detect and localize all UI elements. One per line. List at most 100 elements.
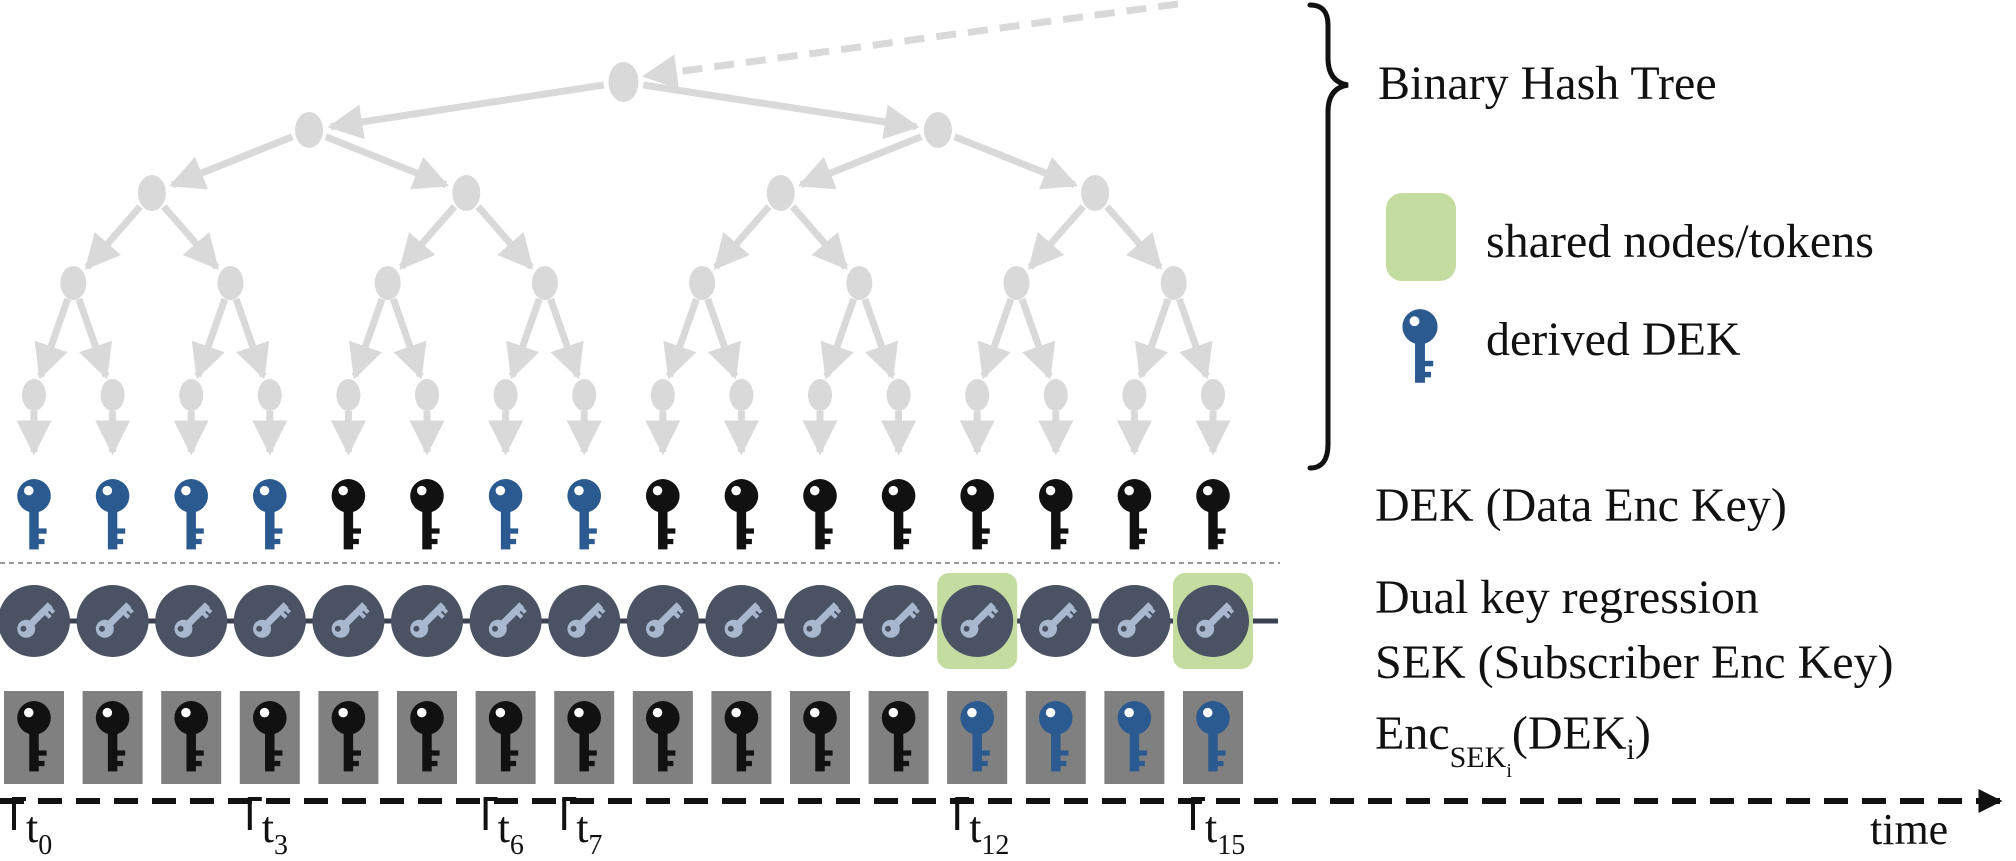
key-hole <box>495 485 506 496</box>
sek-key-icon <box>646 602 685 638</box>
sek-key-hole <box>256 625 263 632</box>
enc-suffix-sub: i <box>1626 733 1635 766</box>
sek-key-tooth <box>756 607 763 614</box>
key-hole <box>652 485 663 496</box>
key-bow <box>960 701 994 735</box>
key-tooth <box>116 760 124 767</box>
key-hole <box>417 707 427 718</box>
tree-node <box>1043 379 1068 411</box>
key-hole <box>102 707 113 718</box>
sek-key-shaft <box>1051 602 1075 626</box>
sek-key-tooth <box>437 611 445 619</box>
dek-row-label: DEK (Data Enc Key) <box>1375 479 1787 532</box>
dual-key-regression-row <box>0 573 1278 669</box>
tree-edge <box>348 297 386 380</box>
key-bow <box>567 479 601 513</box>
binary-hash-tree-label: Binary Hash Tree <box>1378 57 1717 110</box>
key-hole <box>259 707 270 718</box>
key-tooth <box>1138 760 1145 767</box>
dek-key-icon <box>95 479 130 550</box>
tree-edge <box>169 133 294 190</box>
time-tick-sub: 7 <box>588 830 603 861</box>
tree-edge <box>84 204 143 270</box>
sek-key-tooth <box>673 611 681 619</box>
key-shaft <box>658 509 668 550</box>
key-hole <box>574 707 584 718</box>
sek-key-icon <box>567 602 606 638</box>
key-hole <box>652 707 663 718</box>
enc-sub: SEKi <box>1449 741 1512 782</box>
key-hole <box>24 707 34 718</box>
key-shaft <box>265 509 275 550</box>
sek-key-icon <box>803 602 842 638</box>
key-shaft <box>29 731 39 772</box>
key-bow <box>646 701 680 735</box>
enc-box <box>790 691 850 784</box>
sek-key-shaft <box>1208 602 1232 626</box>
key-shaft <box>343 731 354 772</box>
tree-node <box>22 379 46 411</box>
sek-key-icon <box>881 602 920 638</box>
sek-key-icon <box>253 602 292 638</box>
tree-node <box>1201 379 1225 411</box>
key-tooth <box>274 750 283 756</box>
time-tick-label: t12 <box>969 806 1009 860</box>
tree-edge <box>861 297 899 380</box>
key-shaft <box>736 509 747 550</box>
key-hole <box>1045 707 1056 718</box>
sek-key-icon <box>960 602 999 638</box>
sek-key-tooth <box>909 611 917 619</box>
legend-key-icon <box>1402 309 1438 383</box>
sek-key-tooth <box>48 607 56 614</box>
tree-node <box>729 379 754 411</box>
sek-row-label: SEK (Subscriber Enc Key) <box>1375 636 1894 689</box>
enc-sub-text: SEK <box>1449 741 1507 774</box>
key-tooth <box>745 750 754 756</box>
dek-key-icon <box>881 479 916 550</box>
sek-key-hole <box>649 625 656 632</box>
enc-box <box>868 691 929 784</box>
sek-node <box>626 585 699 657</box>
key-tooth <box>667 538 674 545</box>
sek-key-shaft <box>815 602 839 626</box>
enc-key-icon <box>881 701 916 772</box>
tree-node <box>1160 266 1187 300</box>
key-tooth <box>195 760 202 767</box>
key-hole <box>967 707 977 718</box>
tree-node <box>452 175 481 211</box>
dek-key-icon <box>1039 479 1073 550</box>
derived-dek-legend-key-icon <box>1402 309 1438 383</box>
sek-key-tooth <box>359 611 367 619</box>
tree-edge <box>1104 204 1163 270</box>
key-tooth <box>509 538 517 545</box>
enc-key-icon <box>960 701 994 772</box>
sek-key-icon <box>488 602 527 638</box>
key-tooth <box>824 760 831 767</box>
key-shaft <box>815 731 825 772</box>
enc-key-icon <box>95 701 130 772</box>
key-tooth <box>1060 760 1067 767</box>
key-hole <box>259 485 270 496</box>
key-tooth <box>1424 360 1434 367</box>
tree-edge <box>398 204 458 270</box>
sek-node <box>1098 585 1171 657</box>
key-shaft <box>893 509 904 550</box>
time-tick-base: t <box>26 803 39 852</box>
key-tooth <box>431 528 440 534</box>
sek-key-tooth <box>284 607 292 614</box>
key-bow <box>174 701 208 735</box>
key-tooth <box>745 760 752 767</box>
tree-edge <box>506 297 543 380</box>
sek-key-hole <box>1120 625 1127 632</box>
tree-node <box>257 379 282 411</box>
key-hole <box>102 485 113 496</box>
key-hole <box>1409 316 1420 327</box>
sek-key-shaft <box>579 602 603 626</box>
key-hole <box>967 485 977 496</box>
root-incoming-edge <box>642 0 1179 90</box>
tree-edge <box>390 297 427 380</box>
sek-key-tooth <box>1149 607 1156 614</box>
sek-node <box>548 585 621 657</box>
key-bow <box>881 701 916 735</box>
key-bow <box>95 701 130 735</box>
